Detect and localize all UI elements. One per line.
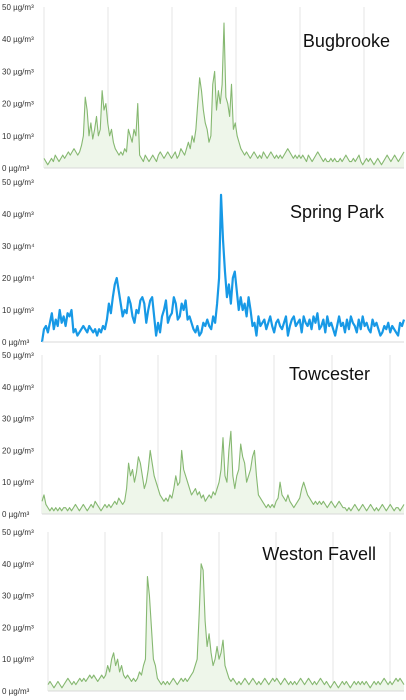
weston-favell-ytick-label-3: 30 µg/m³ [2,592,34,601]
towcester-ytick-label-5: 50 µg/m³ [2,351,34,360]
weston-favell-series-line [47,563,405,689]
bugbrooke-title: Bugbrooke [303,31,390,51]
bugbrooke-ytick-label-3: 30 µg/m³ [2,67,34,76]
towcester-title: Towcester [289,364,370,384]
weston-favell-title: Weston Favell [262,544,376,564]
bugbrooke-chart: 0 µg/m³ 10 µg/m³ 20 µg/m³ 30 µg/m³ 40 µg/m³ 5… [2,3,405,173]
spring-park-ytick-label-1: 10 µg/m³ [2,306,34,315]
weston-favell-area-fill [48,563,404,691]
spring-park-ytick-label-3: 30 µg/m⁴ [2,242,35,251]
spring-park-series-line [40,193,406,343]
bugbrooke-ytick-label-5: 50 µg/m³ [2,3,34,12]
bugbrooke-ytick-label-1: 10 µg/m³ [2,132,34,141]
towcester-ytick-label-4: 40 µg/m³ [2,383,34,392]
bugbrooke-ytick-label-2: 20 µg/m³ [2,100,34,109]
bugbrooke-ytick-label-0: 0 µg/m³ [2,164,30,173]
towcester-ytick-label-1: 10 µg/m³ [2,478,34,487]
weston-favell-ytick-label-1: 10 µg/m³ [2,655,34,664]
weston-favell-ytick-label-4: 40 µg/m³ [2,560,34,569]
towcester-chart: 0 µg/m³ 10 µg/m³ 20 µg/m³ 30 µg/m³ 40 µg/m³ 5… [2,351,405,519]
spring-park-ytick-label-4: 40 µg/m³ [2,210,34,219]
spring-park-ytick-label-5: 50 µg/m³ [2,178,34,187]
spring-park-chart: 0 µg/m³ 10 µg/m³ 20 µg/m⁴ 30 µg/m⁴ 40 µg/m³ 5… [2,178,406,347]
towcester-area-fill [42,431,404,514]
spring-park-ytick-label-2: 20 µg/m⁴ [2,274,35,283]
spring-park-title: Spring Park [290,202,385,222]
weston-favell-ytick-label-5: 50 µg/m³ [2,528,34,537]
towcester-ytick-label-3: 30 µg/m³ [2,415,34,424]
bugbrooke-series-line [43,22,405,166]
weston-favell-ytick-label-2: 20 µg/m³ [2,623,34,632]
towcester-series-line [41,430,405,512]
weston-favell-chart: 0 µg/m³ 10 µg/m³ 20 µg/m³ 30 µg/m³ 40 µg/m³ 5… [2,528,405,696]
towcester-ytick-label-2: 20 µg/m³ [2,446,34,455]
towcester-ytick-label-0: 0 µg/m³ [2,510,30,519]
spring-park-ytick-label-0: 0 µg/m³ [2,338,30,347]
bugbrooke-ytick-label-4: 40 µg/m³ [2,35,34,44]
weston-favell-ytick-label-0: 0 µg/m³ [2,687,30,696]
